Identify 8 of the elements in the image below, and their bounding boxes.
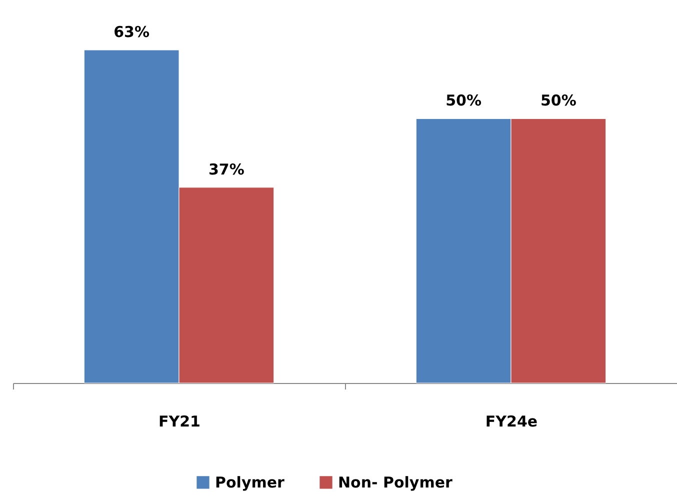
data-label: 50% [540, 92, 576, 110]
legend-label: Polymer [215, 473, 286, 492]
x-tick-label: FY21 [158, 412, 200, 430]
data-label: 50% [446, 92, 482, 110]
data-label: 37% [208, 160, 244, 178]
data-label: 63% [114, 23, 150, 41]
legend-label: Non- Polymer [338, 473, 454, 492]
x-tick-label: FY24e [485, 412, 538, 430]
